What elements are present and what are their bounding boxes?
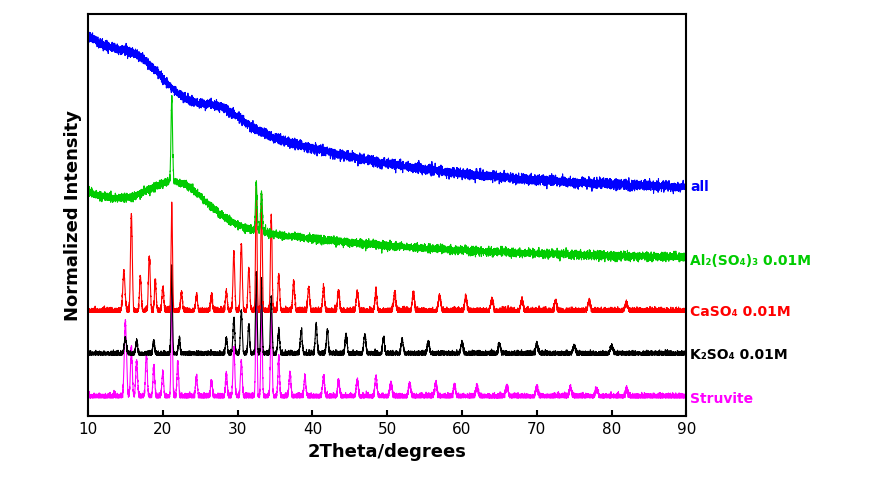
X-axis label: 2Theta/degrees: 2Theta/degrees	[308, 441, 466, 460]
Text: Struvite: Struvite	[690, 391, 753, 405]
Text: CaSO₄ 0.01M: CaSO₄ 0.01M	[690, 304, 791, 318]
Text: Al₂(SO₄)₃ 0.01M: Al₂(SO₄)₃ 0.01M	[690, 253, 811, 267]
Text: all: all	[690, 180, 709, 194]
Text: K₂SO₄ 0.01M: K₂SO₄ 0.01M	[690, 348, 788, 362]
Y-axis label: Normalized Intensity: Normalized Intensity	[64, 110, 83, 321]
